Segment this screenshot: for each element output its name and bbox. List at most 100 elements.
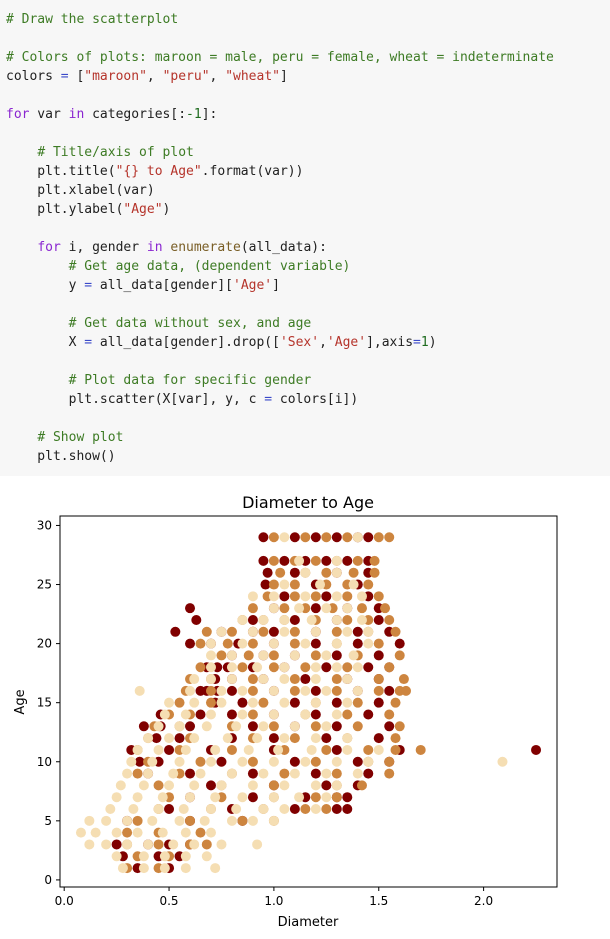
scatter-point xyxy=(363,744,374,755)
code-token: X xyxy=(6,335,85,350)
code-token: all_data[gender].drop([ xyxy=(92,335,280,350)
scatter-point xyxy=(189,733,200,744)
scatter-point xyxy=(128,804,139,815)
code-token: 1 xyxy=(420,335,429,350)
scatter-point xyxy=(185,721,196,732)
scatter-point xyxy=(205,638,216,649)
scatter-point xyxy=(268,780,279,791)
scatter-point xyxy=(279,674,290,685)
scatter-point xyxy=(331,555,342,566)
code-token: = xyxy=(84,335,93,350)
scatter-point xyxy=(216,756,227,767)
scatter-point xyxy=(268,721,279,732)
scatter-point xyxy=(138,780,149,791)
scatter-point xyxy=(342,591,353,602)
scatter-point xyxy=(356,591,367,602)
scatter-point xyxy=(352,721,363,732)
code-token: colors xyxy=(6,69,61,84)
scatter-point xyxy=(380,603,391,614)
x-axis-label: Diameter xyxy=(278,915,339,930)
code-token: ) xyxy=(162,202,171,217)
code-token: plt.show() xyxy=(6,449,116,464)
scatter-point xyxy=(384,532,395,543)
code-line xyxy=(6,219,610,238)
code-line xyxy=(6,86,610,105)
scatter-point xyxy=(132,815,143,826)
scatter-point xyxy=(384,709,395,720)
scatter-point xyxy=(247,674,258,685)
scatter-point xyxy=(310,780,321,791)
scatter-point xyxy=(237,709,248,720)
scatter-point xyxy=(321,685,332,696)
scatter-point xyxy=(279,555,290,566)
scatter-point xyxy=(300,674,311,685)
scatter-point xyxy=(289,614,300,625)
scatter-point xyxy=(352,638,363,649)
scatter-point xyxy=(352,532,363,543)
scatter-point xyxy=(178,804,189,815)
scatter-point xyxy=(331,626,342,637)
scatter-point xyxy=(384,768,395,779)
scatter-point xyxy=(243,744,254,755)
scatter-point xyxy=(199,815,210,826)
scatter-point xyxy=(310,792,321,803)
scatter-point xyxy=(306,614,317,625)
scatter-point xyxy=(331,638,342,649)
scatter-point xyxy=(390,626,401,637)
scatter-point xyxy=(352,768,363,779)
code-token: # Plot data for specific gender xyxy=(68,373,312,388)
code-cell[interactable]: # Draw the scatterplot # Colors of plots:… xyxy=(0,0,610,476)
scatter-point xyxy=(394,721,405,732)
code-token xyxy=(6,316,69,331)
scatter-point xyxy=(321,662,332,673)
scatter-point xyxy=(247,815,258,826)
code-token: 'Age' xyxy=(326,335,367,350)
x-tick-label: 1.5 xyxy=(369,894,388,908)
scatter-point xyxy=(279,804,290,815)
x-tick-label: 1.0 xyxy=(264,894,283,908)
scatter-point xyxy=(310,804,321,815)
scatter-point xyxy=(258,650,269,661)
scatter-point xyxy=(191,614,202,625)
y-tick-label: 15 xyxy=(37,696,52,710)
scatter-point xyxy=(279,780,290,791)
scatter-point xyxy=(180,709,191,720)
scatter-point xyxy=(289,626,300,637)
scatter-point xyxy=(279,662,290,673)
scatter-point xyxy=(147,815,158,826)
scatter-point xyxy=(310,532,321,543)
scatter-point xyxy=(247,756,258,767)
scatter-point xyxy=(279,603,290,614)
scatter-point xyxy=(310,733,321,744)
code-token xyxy=(6,240,37,255)
code-token: ) xyxy=(428,335,437,350)
scatter-point xyxy=(115,780,126,791)
scatter-point xyxy=(174,756,185,767)
scatter-point xyxy=(390,733,401,744)
scatter-point xyxy=(279,626,290,637)
scatter-point xyxy=(111,839,122,850)
code-token xyxy=(6,430,37,445)
x-tick-label: 0.0 xyxy=(55,894,74,908)
scatter-point xyxy=(226,744,237,755)
code-token: colors[i]) xyxy=(272,392,359,407)
scatter-point xyxy=(373,697,384,708)
code-line: plt.xlabel(var) xyxy=(6,181,610,200)
code-token: # Get age data, (dependent variable) xyxy=(68,259,351,274)
scatter-point xyxy=(331,662,342,673)
scatter-point xyxy=(289,756,300,767)
scatter-point xyxy=(321,733,332,744)
scatter-point xyxy=(300,685,311,696)
scatter-point xyxy=(384,721,395,732)
scatter-point xyxy=(342,744,353,755)
scatter-point xyxy=(195,662,206,673)
scatter-point xyxy=(258,626,269,637)
scatter-point xyxy=(247,721,258,732)
code-token: -1 xyxy=(186,107,202,122)
code-token: # Draw the scatterplot xyxy=(6,12,179,27)
scatter-point xyxy=(390,697,401,708)
code-token: = xyxy=(264,392,273,407)
scatter-point xyxy=(321,567,332,578)
code-line: # Draw the scatterplot xyxy=(6,10,610,29)
scatter-point xyxy=(252,839,263,850)
